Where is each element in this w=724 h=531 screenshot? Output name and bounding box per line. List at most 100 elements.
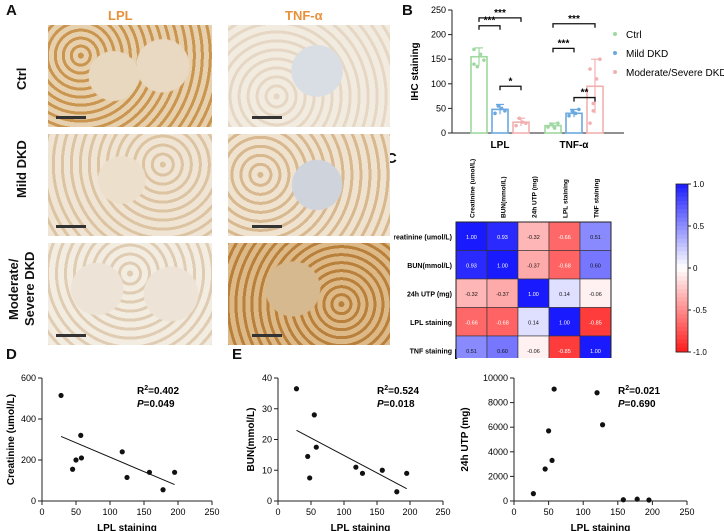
group-label: LPL (491, 140, 510, 150)
x-tick-label: 200 (170, 507, 185, 517)
y-tick-label: 100 (431, 79, 446, 89)
colorbar-tick-label: 0.5 (693, 222, 705, 231)
cell-value: -0.06 (527, 349, 540, 355)
data-point (567, 113, 571, 118)
colorbar-tick-label: -0.5 (693, 306, 707, 315)
colorbar-segment (676, 205, 688, 210)
heatmap-cell (548, 307, 581, 337)
colorbar-segment (676, 339, 688, 345)
fit-line (296, 429, 407, 490)
data-point (119, 449, 125, 455)
colorbar-tick-label: -1.0 (693, 348, 707, 357)
colorbar-segment (676, 255, 688, 261)
y-tick-label: 10 (262, 465, 272, 475)
x-tick-label: 150 (136, 507, 151, 517)
y-tick-label: 40 (262, 373, 272, 383)
legend-marker (613, 70, 617, 74)
data-point (514, 123, 518, 128)
heatmap-cell (455, 278, 488, 308)
significance-bracket (573, 96, 596, 102)
y-tick-label: 200 (431, 30, 446, 40)
panel-letter-d: D (6, 346, 17, 363)
x-tick-label: 0 (39, 507, 44, 517)
colorbar-segment (676, 217, 688, 223)
panel-letter-b: B (402, 2, 413, 19)
significance-bracket (478, 25, 501, 30)
cell-value: 1.00 (497, 263, 508, 269)
data-point (70, 466, 76, 472)
y-tick-label: 0 (31, 496, 36, 506)
scale-bar (252, 116, 282, 119)
cell-value: -0.85 (589, 320, 602, 326)
significance-bracket (552, 23, 596, 28)
r-superscript: 2 (144, 385, 148, 392)
colorbar-segment (676, 318, 688, 324)
cell-value: -0.06 (589, 292, 602, 298)
x-tick-label: 50 (306, 507, 316, 517)
data-point (524, 121, 528, 125)
colorbar-segment (676, 326, 688, 332)
colorbar-segment (676, 251, 688, 256)
micrograph-panel: LPL TNF-α Ctrl Mild DKD Moderate/ Severe… (0, 0, 395, 345)
y-tick-label: 4000 (488, 447, 508, 457)
r-value: =0.402 (148, 386, 179, 397)
x-axis-label: LPL staining (571, 523, 631, 531)
colorbar-segment (676, 335, 688, 340)
cell-value: -0.66 (465, 320, 478, 326)
colorbar-segment (676, 310, 688, 315)
y-axis-label: IHC staining (410, 42, 421, 100)
data-point (293, 386, 300, 392)
colorbar-segment (676, 297, 688, 303)
colorbar-segment (676, 276, 688, 282)
colorbar-segment (676, 259, 688, 265)
data-point (549, 457, 555, 464)
x-tick-label: 250 (679, 507, 694, 517)
micrograph-ctrl-lpl (48, 25, 212, 127)
scatter-bun: 0 50 100 150 200 250 0 10 20 30 40 LPL staining BUN(… (246, 373, 451, 531)
row-label: Creatinine (umol/L) (394, 234, 452, 241)
colorbar-segment (676, 200, 688, 206)
x-tick-label: 100 (576, 507, 591, 517)
r-superscript: 2 (384, 385, 388, 392)
data-point (556, 121, 560, 125)
y-tick-label: 50 (436, 103, 446, 113)
column-label: Creatinine (umol/L) (470, 159, 477, 218)
cell-value: 0.93 (497, 235, 508, 241)
p-value: =0.049 (144, 399, 175, 410)
cell-value: 0.14 (528, 320, 539, 326)
y-tick-label: 250 (431, 5, 446, 15)
colorbar-segment (676, 301, 688, 307)
data-point (379, 467, 385, 473)
colorbar-segment (676, 238, 688, 244)
data-point (599, 422, 606, 428)
colorbar-segment (676, 280, 688, 286)
cell-value: -0.37 (496, 292, 509, 298)
scale-bar (252, 225, 282, 228)
y-tick-label: 20 (262, 435, 272, 445)
colorbar-segment (676, 343, 688, 349)
data-point (594, 77, 599, 81)
data-point (307, 475, 313, 481)
column-label: BUN(mmol/L) (501, 176, 508, 218)
colorbar-segment (676, 184, 688, 189)
data-point (124, 474, 130, 481)
x-tick-label: 0 (275, 507, 280, 517)
p-value: =0.018 (384, 399, 415, 410)
cell-value: -0.37 (527, 263, 540, 269)
p-value-label: P=0.018 (377, 399, 415, 410)
data-point (478, 52, 483, 57)
x-tick-label: 150 (369, 507, 384, 517)
cell-value: 0.14 (559, 292, 570, 298)
colorbar-segment (676, 196, 688, 202)
cell-value: 0.51 (466, 349, 477, 355)
y-tick-label: 6000 (488, 422, 508, 432)
r-label: R (137, 386, 145, 397)
scatter-utp: 0 50 100 150 200 250 0 2000 4000 6000 8000 10000 LPL… (460, 373, 695, 531)
cell-value: -0.85 (558, 349, 571, 355)
data-point (588, 67, 592, 71)
data-point (598, 57, 602, 61)
colorbar-segment (676, 314, 688, 319)
scale-bar (56, 334, 86, 337)
y-tick-label: 600 (21, 373, 36, 383)
heatmap-cell (486, 278, 519, 308)
